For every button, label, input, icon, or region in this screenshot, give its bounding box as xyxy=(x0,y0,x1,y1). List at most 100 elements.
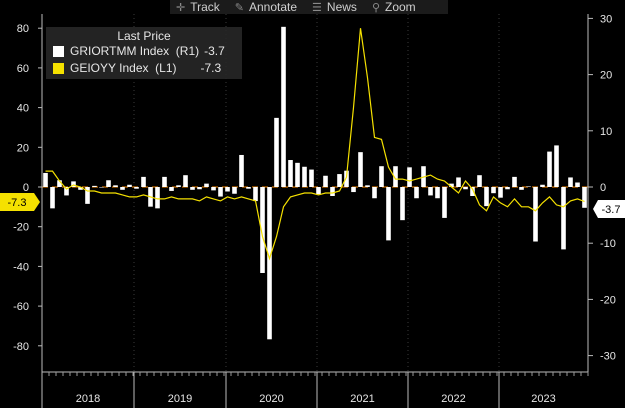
bar xyxy=(281,26,286,187)
x-tick-label: 2020 xyxy=(259,393,283,405)
bar xyxy=(267,187,272,340)
bar xyxy=(134,187,139,189)
bar xyxy=(323,175,328,187)
bar xyxy=(386,187,391,241)
bar xyxy=(155,187,160,209)
bar xyxy=(141,176,146,187)
left-tick-label: -80 xyxy=(13,341,29,353)
bar xyxy=(519,187,524,190)
bar xyxy=(71,181,76,187)
legend-swatch-white xyxy=(53,45,64,57)
left-tick-label: 40 xyxy=(17,103,29,115)
left-tick-label: -60 xyxy=(13,301,29,313)
bar xyxy=(337,174,342,187)
x-axis: 2018 2019 2020 2021 2022 2023 xyxy=(41,371,589,408)
bar xyxy=(190,187,195,190)
bar xyxy=(484,187,489,207)
pencil-icon: ✎ xyxy=(234,1,244,14)
bar xyxy=(498,187,503,198)
legend-title: Last Price xyxy=(117,29,171,43)
news-icon: ☰ xyxy=(312,1,322,14)
track-label: Track xyxy=(190,0,220,14)
left-tick-label: 0 xyxy=(23,182,29,194)
x-tick-label: 2022 xyxy=(441,393,465,405)
bar xyxy=(295,162,300,187)
legend-entry-value: -7.3 xyxy=(200,61,222,75)
bar xyxy=(218,187,223,197)
bar xyxy=(540,184,545,187)
bar xyxy=(253,187,258,202)
bar xyxy=(505,187,510,190)
annotate-button[interactable]: ✎ Annotate xyxy=(229,0,306,14)
bar xyxy=(512,176,517,187)
bar xyxy=(407,167,412,187)
bar xyxy=(330,187,335,196)
bar xyxy=(232,187,237,194)
bar xyxy=(204,183,209,187)
bar xyxy=(85,187,90,204)
bar xyxy=(491,187,496,194)
right-tick-label: 10 xyxy=(600,126,612,138)
left-tick-label: -20 xyxy=(13,222,29,234)
bar xyxy=(582,187,587,208)
bar xyxy=(176,185,181,187)
bar xyxy=(365,185,370,187)
bar xyxy=(351,187,356,193)
bar xyxy=(463,187,468,190)
right-tick-label: -30 xyxy=(600,351,616,363)
bar xyxy=(477,175,482,187)
x-tick-label: 2021 xyxy=(350,393,374,405)
news-button[interactable]: ☰ News xyxy=(306,0,366,14)
bar xyxy=(358,152,363,187)
left-last-value: -7.3 xyxy=(8,197,27,209)
bar xyxy=(99,187,104,188)
bar xyxy=(260,187,265,273)
right-tick-label: 0 xyxy=(600,182,606,194)
bar xyxy=(197,187,202,190)
bar xyxy=(568,177,573,187)
right-tick-label: -20 xyxy=(600,294,616,306)
chart-toolbar: ✛ Track ✎ Annotate ☰ News ⚲ Zoom xyxy=(170,0,448,14)
bar xyxy=(162,176,167,187)
news-label: News xyxy=(326,0,357,14)
legend-entry-line: GEIOYY Index (L1) -7.3 xyxy=(53,61,221,75)
zoom-button[interactable]: ⚲ Zoom xyxy=(366,0,425,14)
bar xyxy=(554,145,559,187)
bar xyxy=(561,187,566,250)
bar xyxy=(64,187,69,196)
bar xyxy=(211,187,216,191)
bar xyxy=(127,184,132,187)
bar xyxy=(470,187,475,196)
right-last-value-marker: -3.7 xyxy=(593,200,625,218)
bar xyxy=(428,187,433,196)
magnifier-icon: ⚲ xyxy=(371,1,380,14)
right-tick-label: 30 xyxy=(600,13,612,25)
bar xyxy=(316,187,321,195)
bar xyxy=(414,187,419,199)
right-tick-label: -10 xyxy=(600,238,616,250)
bar xyxy=(50,187,55,209)
left-tick-label: 20 xyxy=(17,142,29,154)
bar xyxy=(239,154,244,187)
bar xyxy=(344,170,349,187)
bar xyxy=(288,160,293,187)
bar xyxy=(533,187,538,242)
zoom-label: Zoom xyxy=(385,0,416,14)
bar xyxy=(526,186,531,187)
legend-swatch-yellow xyxy=(53,62,64,74)
bar xyxy=(400,187,405,221)
bar xyxy=(274,117,279,187)
bar xyxy=(547,151,552,187)
bar xyxy=(372,187,377,199)
x-tick-label: 2019 xyxy=(168,393,192,405)
bar xyxy=(169,187,174,191)
bar xyxy=(456,177,461,187)
left-last-value-marker: -7.3 xyxy=(0,193,40,211)
bar xyxy=(435,187,440,199)
bar xyxy=(78,187,83,190)
right-axis: 30 20 10 0 -10 -20 -30 xyxy=(587,13,616,372)
right-tick-label: 20 xyxy=(600,70,612,82)
bar xyxy=(449,183,454,187)
track-button[interactable]: ✛ Track xyxy=(170,0,229,14)
